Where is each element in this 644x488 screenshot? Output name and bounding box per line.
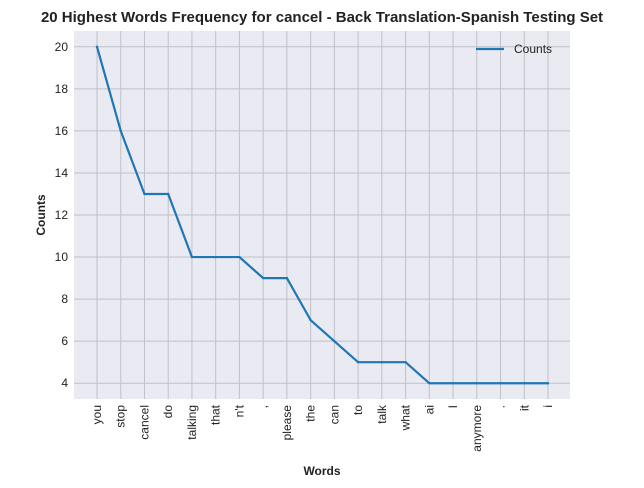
- x-tick-label: the: [304, 405, 318, 422]
- y-tick-label: 16: [55, 124, 69, 138]
- x-tick-label: what: [399, 404, 413, 431]
- y-tick-label: 12: [55, 208, 69, 222]
- y-tick-label: 4: [61, 376, 68, 390]
- data-point: [309, 318, 312, 322]
- data-point: [285, 276, 289, 280]
- x-tick-label: can: [327, 405, 341, 424]
- data-point: [167, 192, 170, 196]
- series-layer: [95, 45, 550, 385]
- chart-title: 20 Highest Words Frequency for cancel - …: [41, 9, 603, 26]
- x-tick-label: anymore: [470, 405, 484, 452]
- x-tick-label: do: [161, 405, 175, 419]
- x-tick-labels: you stop cancel do talking that n't, please the c…: [90, 404, 555, 452]
- x-tick-label: I: [446, 405, 460, 408]
- data-point: [428, 382, 431, 385]
- x-tick-label: that: [209, 404, 223, 425]
- data-point: [214, 255, 217, 259]
- data-point: [143, 192, 146, 196]
- y-tick-label: 18: [55, 82, 69, 96]
- x-tick-label: talk: [375, 404, 389, 424]
- x-tick-label: please: [280, 405, 294, 441]
- data-point: [95, 45, 99, 48]
- data-point: [499, 382, 502, 385]
- y-axis-label: Counts: [34, 194, 48, 236]
- x-tick-label: ,: [256, 405, 270, 408]
- data-point: [546, 382, 550, 385]
- x-tick-label: talking: [185, 405, 199, 440]
- data-point: [404, 361, 407, 364]
- series-line-counts: [95, 45, 550, 385]
- x-tick-label: it: [517, 404, 531, 411]
- x-tick-label: n't: [232, 404, 246, 417]
- data-point: [380, 361, 384, 364]
- x-tick-label: you: [90, 405, 104, 424]
- x-axis-label: Words: [303, 464, 340, 478]
- data-point: [451, 382, 455, 385]
- data-point: [523, 382, 526, 385]
- data-point: [261, 276, 265, 280]
- data-point: [475, 382, 478, 385]
- data-point: [190, 255, 194, 259]
- x-tick-label: ai: [422, 405, 436, 414]
- x-tick-label: stop: [114, 405, 128, 428]
- x-tick-label: cancel: [137, 405, 151, 440]
- data-point: [333, 339, 336, 343]
- y-tick-label: 14: [55, 166, 69, 180]
- legend-label-counts: Counts: [514, 42, 552, 56]
- y-tick-label: 8: [61, 292, 68, 306]
- y-tick-labels: 4 6 8 10 12 14 16 18 20: [55, 40, 69, 390]
- x-tick-label: to: [351, 405, 365, 415]
- x-tick-label: .: [494, 405, 508, 408]
- data-point: [356, 361, 360, 364]
- data-point: [119, 129, 122, 133]
- grid: [74, 31, 570, 399]
- data-point: [238, 255, 241, 259]
- y-tick-label: 10: [55, 250, 69, 264]
- x-tick-label: i: [541, 405, 555, 408]
- legend: Counts: [476, 42, 552, 56]
- y-tick-label: 20: [55, 40, 69, 54]
- y-tick-label: 6: [61, 334, 68, 348]
